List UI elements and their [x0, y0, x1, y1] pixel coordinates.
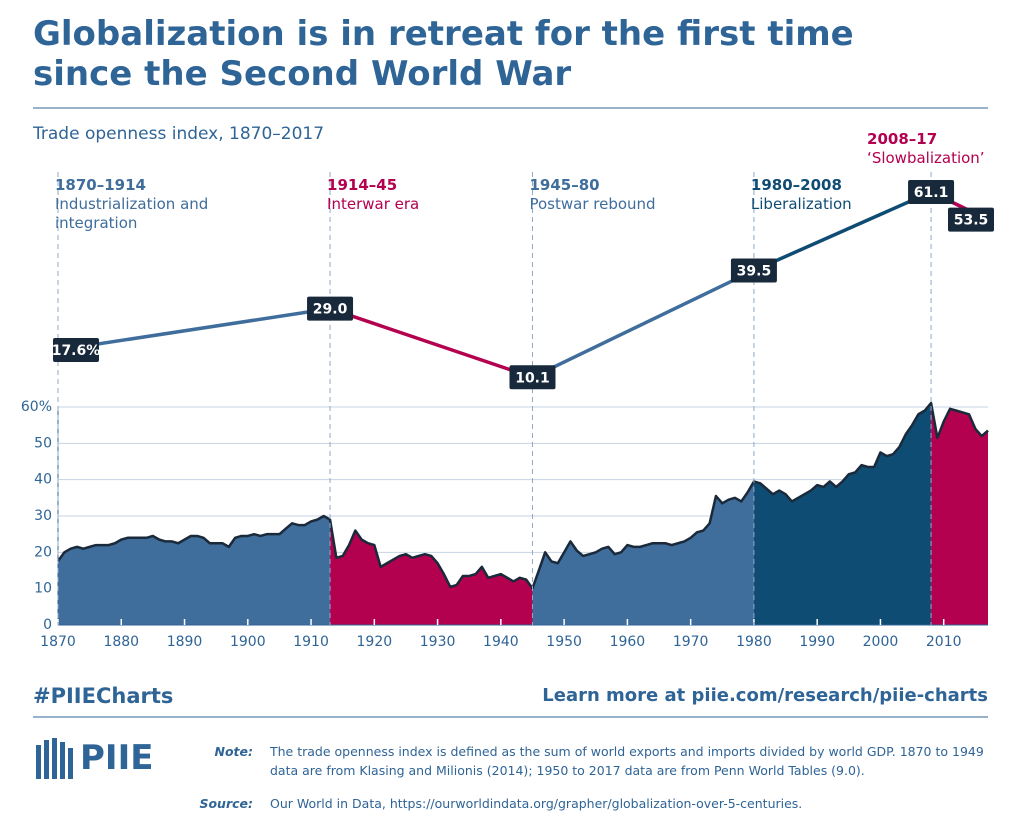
summary-segment — [753, 190, 932, 273]
y-tick-label: 40 — [34, 472, 52, 488]
summary-point-box — [730, 258, 777, 283]
era-area — [532, 481, 754, 625]
era-name: Industrialization and integration — [55, 195, 209, 232]
era-period: 1980–2008 — [750, 176, 842, 194]
era-period: 2008–17 — [867, 130, 938, 148]
era-area — [330, 519, 533, 625]
y-tick-label: 50 — [34, 435, 52, 451]
logo-text: PIIE — [80, 738, 154, 778]
era-area — [58, 516, 331, 625]
y-tick-label: 30 — [34, 508, 52, 524]
area-outline — [56, 401, 989, 590]
y-tick-label: 20 — [34, 544, 52, 560]
logo-icon — [36, 738, 73, 779]
summary-segment — [57, 306, 331, 352]
source-label: Source: — [199, 796, 253, 811]
x-tick-label: 1880 — [103, 634, 139, 650]
x-tick-label: 2010 — [926, 634, 962, 650]
x-tick-label: 1990 — [799, 634, 835, 650]
x-tick-label: 1870 — [40, 634, 76, 650]
era-period: 1870–1914 — [55, 176, 146, 194]
x-tick-label: 1970 — [673, 634, 709, 650]
note-text: The trade openness index is defined as t… — [270, 744, 984, 778]
era-period: 1945–80 — [529, 176, 600, 194]
y-tick-label: 60% — [21, 399, 52, 415]
summary-value-label: 39.5 — [737, 263, 772, 279]
era-name: ‘Slowbalization’ — [867, 149, 985, 167]
summary-point-box — [307, 296, 354, 321]
x-tick-label: 1890 — [167, 634, 203, 650]
summary-point-box — [948, 207, 994, 232]
summary-value-label: 10.1 — [515, 370, 550, 386]
x-tick-label: 2000 — [863, 634, 899, 650]
era-name: Postwar rebound — [529, 195, 656, 213]
y-tick-label: 0 — [43, 617, 52, 633]
summary-segment — [329, 306, 534, 379]
x-tick-label: 1980 — [736, 634, 772, 650]
learn-more-link[interactable]: Learn more at piie.com/research/piie-cha… — [542, 685, 988, 706]
era-area — [753, 403, 932, 625]
chart-subtitle: Trade openness index, 1870–2017 — [33, 124, 325, 144]
x-tick-label: 1900 — [230, 634, 266, 650]
x-tick-label: 1960 — [610, 634, 646, 650]
source-text: Our World in Data, https://ourworldindat… — [270, 796, 803, 811]
note-label: Note: — [214, 744, 253, 759]
x-tick-label: 1920 — [357, 634, 393, 650]
summary-point-box — [908, 180, 955, 205]
era-area — [931, 403, 988, 625]
summary-point-box — [509, 365, 556, 390]
summary-value-label: 61.1 — [914, 185, 949, 201]
x-tick-label: 1940 — [483, 634, 519, 650]
summary-value-label: 53.5 — [954, 213, 989, 229]
hashtag: #PIIECharts — [33, 684, 174, 708]
era-name: Interwar era — [327, 195, 420, 213]
era-period: 1914–45 — [327, 176, 398, 194]
era-name: Liberalization — [750, 195, 852, 213]
summary-value-label: 29.0 — [313, 302, 348, 318]
summary-segment — [531, 268, 755, 379]
x-tick-label: 1930 — [420, 634, 456, 650]
x-tick-label: 1950 — [546, 634, 582, 650]
summary-point-box — [53, 338, 99, 363]
summary-value-label: 17.6% — [52, 343, 101, 359]
x-tick-label: 1910 — [293, 634, 329, 650]
chart-title: Globalization is in retreat for the firs… — [33, 14, 854, 94]
y-tick-label: 10 — [34, 581, 52, 597]
